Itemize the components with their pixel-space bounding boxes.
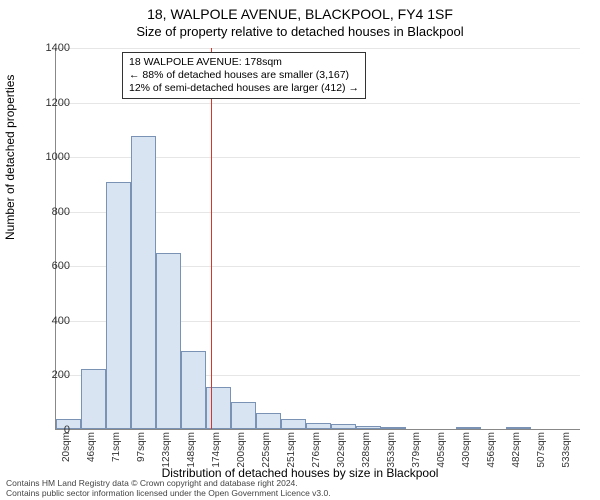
y-tick-label: 1000 — [30, 151, 70, 163]
y-tick-label: 1200 — [30, 97, 70, 109]
chart-title-line2: Size of property relative to detached ho… — [0, 24, 600, 39]
gridline — [56, 103, 580, 104]
x-tick-label: 71sqm — [111, 432, 122, 472]
annotation-box: 18 WALPOLE AVENUE: 178sqm ← 88% of detac… — [122, 52, 366, 99]
x-tick-label: 482sqm — [511, 432, 522, 472]
histogram-bar — [506, 427, 531, 429]
x-tick-label: 97sqm — [136, 432, 147, 472]
x-tick-label: 328sqm — [361, 432, 372, 472]
x-tick-label: 456sqm — [486, 432, 497, 472]
y-tick-label: 400 — [30, 315, 70, 327]
histogram-bar — [281, 419, 306, 429]
y-tick-label: 600 — [30, 260, 70, 272]
x-tick-label: 174sqm — [211, 432, 222, 472]
annotation-line3: 12% of semi-detached houses are larger (… — [129, 82, 359, 95]
x-tick-label: 148sqm — [186, 432, 197, 472]
marker-line — [211, 48, 212, 429]
histogram-chart: 18, WALPOLE AVENUE, BLACKPOOL, FY4 1SF S… — [0, 0, 600, 500]
annotation-line1: 18 WALPOLE AVENUE: 178sqm — [129, 56, 359, 69]
footer-line2: Contains public sector information licen… — [6, 489, 331, 498]
histogram-bar — [206, 387, 231, 429]
x-tick-label: 507sqm — [536, 432, 547, 472]
histogram-bar — [256, 413, 281, 429]
footer-attribution: Contains HM Land Registry data © Crown c… — [6, 479, 331, 498]
x-tick-label: 251sqm — [286, 432, 297, 472]
x-tick-label: 123sqm — [161, 432, 172, 472]
y-tick-label: 800 — [30, 206, 70, 218]
x-tick-label: 533sqm — [561, 432, 572, 472]
x-tick-label: 353sqm — [386, 432, 397, 472]
histogram-bar — [356, 426, 381, 429]
x-tick-label: 200sqm — [236, 432, 247, 472]
plot-area — [55, 48, 580, 430]
chart-title-line1: 18, WALPOLE AVENUE, BLACKPOOL, FY4 1SF — [0, 6, 600, 22]
histogram-bar — [306, 423, 331, 429]
x-tick-label: 276sqm — [311, 432, 322, 472]
histogram-bar — [156, 253, 181, 429]
x-tick-label: 430sqm — [461, 432, 472, 472]
annotation-line2: ← 88% of detached houses are smaller (3,… — [129, 69, 359, 82]
histogram-bar — [331, 424, 356, 429]
histogram-bar — [231, 402, 256, 429]
histogram-bar — [381, 427, 406, 429]
histogram-bar — [81, 369, 106, 429]
y-axis-label: Number of detached properties — [3, 75, 17, 240]
gridline — [56, 48, 580, 49]
x-tick-label: 46sqm — [86, 432, 97, 472]
y-tick-label: 1400 — [30, 42, 70, 54]
histogram-bar — [181, 351, 206, 429]
x-tick-label: 302sqm — [336, 432, 347, 472]
y-tick-label: 200 — [30, 369, 70, 381]
x-tick-label: 20sqm — [61, 432, 72, 472]
x-tick-label: 379sqm — [411, 432, 422, 472]
histogram-bar — [456, 427, 481, 429]
x-tick-label: 225sqm — [261, 432, 272, 472]
histogram-bar — [106, 182, 131, 429]
histogram-bar — [131, 136, 156, 429]
x-tick-label: 405sqm — [436, 432, 447, 472]
